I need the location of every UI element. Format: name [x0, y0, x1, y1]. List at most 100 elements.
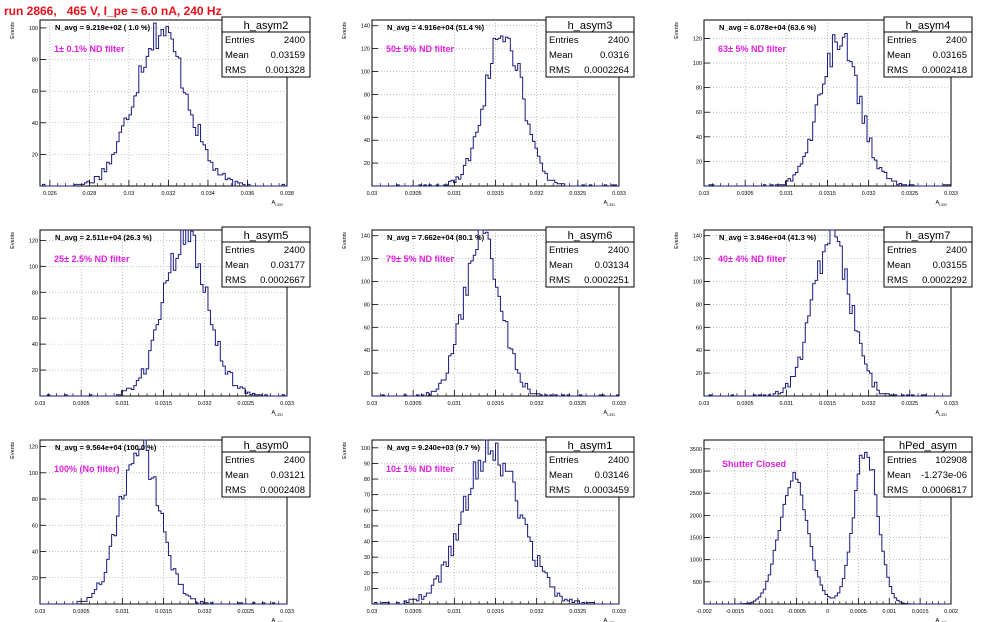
- x-tick-label: 0.032: [198, 401, 212, 407]
- y-tick-label: 60: [364, 325, 370, 331]
- stats-key: RMS: [887, 65, 908, 76]
- stats-box: h_asym5 Entries 2400 Mean 0.03177 RMS 0.000266…: [221, 226, 311, 288]
- y-axis-label: Events: [10, 22, 16, 39]
- y-tick-label: 120: [361, 47, 370, 53]
- y-tick-label: 1500: [690, 536, 702, 542]
- y-tick-label: 80: [364, 302, 370, 308]
- stats-value: 0.0002418: [922, 65, 967, 76]
- histogram-panel-hPed_asym: -0.002 -0.0015 -0.001 -0.0005 0 0.0005 0.001 0.…: [690, 436, 973, 622]
- x-axis-label: ALED: [936, 618, 948, 622]
- x-tick-label: 0.032: [862, 401, 876, 407]
- stats-value: 0.03165: [933, 50, 967, 61]
- x-tick-label: 0.033: [612, 609, 626, 615]
- x-tick-label: 0.0325: [901, 191, 918, 197]
- stats-key: Entries: [225, 35, 255, 46]
- histogram-panel-h_asym2: 0.026 0.028 0.03 0.032 0.034 0.036 0.038 20 40 60…: [10, 16, 311, 207]
- x-tick-label: 0.03: [367, 401, 378, 407]
- stats-key: Mean: [225, 470, 249, 481]
- x-tick-label: 0.031: [447, 191, 461, 197]
- stats-key: RMS: [887, 485, 908, 496]
- y-tick-label: 100: [693, 61, 702, 67]
- navg-label: N_avg = 2.511e+04 (26.3 %): [55, 233, 152, 242]
- stats-value: 0.03134: [595, 260, 629, 271]
- stats-value: 0.0006817: [922, 485, 967, 496]
- stats-key: Mean: [549, 470, 573, 481]
- x-tick-label: 0.0315: [155, 609, 172, 615]
- stats-key: Mean: [887, 470, 911, 481]
- y-tick-label: 40: [364, 540, 370, 546]
- x-tick-label: 0.0305: [737, 401, 754, 407]
- y-axis-label: Events: [674, 232, 680, 249]
- x-axis-label: ALED: [604, 200, 616, 207]
- histogram-line: [40, 439, 287, 605]
- x-axis-label: ALED: [936, 410, 948, 417]
- stats-key: Mean: [549, 50, 573, 61]
- x-tick-label: 0.03: [367, 191, 378, 197]
- navg-label: N_avg = 7.662e+04 (80.1 %): [387, 233, 485, 242]
- stats-value: 102908: [935, 455, 967, 466]
- filter-label: 79± 5% ND filter: [386, 254, 454, 264]
- stats-key: Entries: [549, 245, 579, 256]
- histogram-panel-h_asym3: 0.03 0.0305 0.031 0.0315 0.032 0.0325 0.033 20 4…: [342, 16, 635, 207]
- y-tick-label: 40: [696, 348, 702, 354]
- y-tick-label: 20: [32, 152, 38, 158]
- y-tick-label: 20: [32, 368, 38, 374]
- x-tick-label: 0.0305: [737, 191, 754, 197]
- x-tick-label: 0.0315: [819, 401, 836, 407]
- x-tick-label: 0.0305: [73, 401, 90, 407]
- y-tick-label: 40: [32, 550, 38, 556]
- stats-key: Entries: [225, 245, 255, 256]
- x-tick-label: 0.001: [882, 609, 896, 615]
- navg-label: N_avg = 6.078e+04 (63.6 %): [719, 23, 817, 32]
- x-tick-label: -0.001: [758, 609, 774, 615]
- y-tick-label: 40: [32, 121, 38, 127]
- y-tick-label: 20: [696, 159, 702, 165]
- stats-key: RMS: [549, 485, 570, 496]
- y-tick-label: 60: [32, 316, 38, 322]
- y-tick-label: 70: [364, 493, 370, 499]
- stats-box: hPed_asym Entries 102908 Mean -1.273e-06 RMS 0…: [883, 436, 973, 498]
- stats-key: Mean: [549, 260, 573, 271]
- stats-value: 2400: [284, 245, 305, 256]
- stats-title: h_asym7: [906, 230, 951, 242]
- navg-label: N_avg = 9.219e+02 ( 1.0 %): [55, 23, 151, 32]
- y-tick-label: 120: [693, 36, 702, 42]
- y-axis-label: Events: [342, 232, 348, 249]
- stats-key: Entries: [225, 455, 255, 466]
- x-tick-label: 0.0325: [237, 609, 254, 615]
- filter-label: 1± 0.1% ND filter: [54, 44, 125, 54]
- x-tick-label: 0.0315: [819, 191, 836, 197]
- y-axis-label: Events: [10, 232, 16, 249]
- y-tick-label: 60: [696, 325, 702, 331]
- stats-box: h_asym4 Entries 2400 Mean 0.03165 RMS 0.000241…: [883, 16, 973, 78]
- stats-value: 0.0002667: [260, 275, 305, 286]
- filter-label: 50± 5% ND filter: [386, 44, 454, 54]
- x-tick-label: 0.0315: [155, 401, 172, 407]
- y-tick-label: 20: [364, 371, 370, 377]
- y-tick-label: 40: [364, 348, 370, 354]
- x-axis-label: ALED: [272, 410, 284, 417]
- x-tick-label: 0.031: [115, 609, 129, 615]
- x-tick-label: 0.031: [447, 401, 461, 407]
- x-tick-label: 0.033: [612, 191, 626, 197]
- y-tick-label: 40: [696, 135, 702, 141]
- stats-box-frame: [545, 436, 635, 498]
- stats-value: 0.03146: [595, 470, 629, 481]
- x-tick-label: 0.0305: [405, 401, 422, 407]
- y-tick-label: 20: [696, 371, 702, 377]
- stats-box-frame: [883, 436, 973, 498]
- stats-value: 2400: [608, 245, 629, 256]
- x-tick-label: 0.0325: [901, 401, 918, 407]
- stats-title: h_asym6: [568, 230, 613, 242]
- histogram-line: [40, 229, 287, 397]
- histogram-panel-h_asym5: 0.03 0.0305 0.031 0.0315 0.032 0.0325 0.033 20 4…: [10, 226, 311, 417]
- filter-label: 63± 5% ND filter: [718, 44, 786, 54]
- x-tick-label: 0.0315: [487, 401, 504, 407]
- stats-box: h_asym3 Entries 2400 Mean 0.0316 RMS 0.0002264: [545, 16, 635, 78]
- stats-box: h_asym1 Entries 2400 Mean 0.03146 RMS 0.000345…: [545, 436, 635, 498]
- x-tick-label: 0.028: [83, 191, 97, 197]
- filter-label: 100% (No filter): [54, 464, 120, 474]
- y-axis-label: Events: [10, 442, 16, 459]
- x-tick-label: 0.0005: [850, 609, 867, 615]
